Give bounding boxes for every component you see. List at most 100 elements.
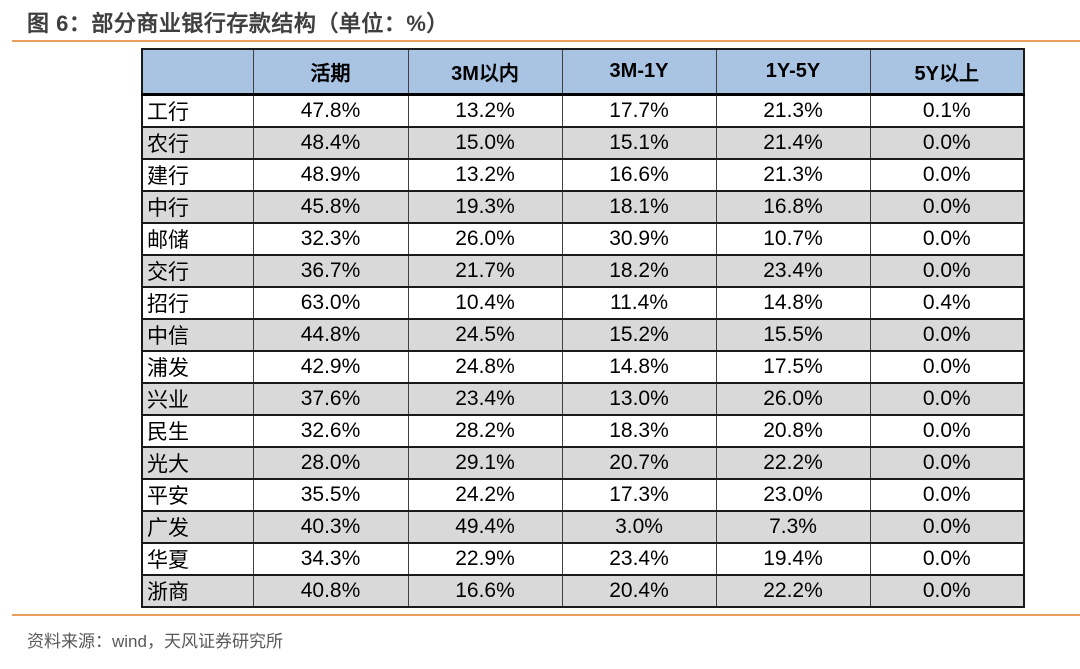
value-cell: 44.8% — [252, 317, 409, 352]
value-cell: 0.0% — [869, 317, 1025, 352]
value-cell: 17.7% — [561, 93, 717, 128]
value-cell: 21.3% — [715, 157, 871, 192]
value-cell: 20.7% — [561, 445, 717, 480]
value-cell: 16.6% — [561, 157, 717, 192]
value-cell: 0.0% — [869, 253, 1025, 288]
top-divider-line — [12, 40, 1080, 42]
value-cell: 21.3% — [715, 93, 871, 128]
value-cell: 18.3% — [561, 413, 717, 448]
value-cell: 35.5% — [252, 477, 409, 512]
value-cell: 0.0% — [869, 573, 1025, 608]
value-cell: 48.9% — [252, 157, 409, 192]
value-cell: 42.9% — [252, 349, 409, 384]
table-row: 浙商 40.8% 16.6% 20.4% 22.2% 0.0% — [141, 573, 1025, 608]
value-cell: 0.0% — [869, 221, 1025, 256]
table-row: 兴业 37.6% 23.4% 13.0% 26.0% 0.0% — [141, 381, 1025, 416]
value-cell: 15.0% — [407, 125, 563, 160]
value-cell: 0.0% — [869, 445, 1025, 480]
value-cell: 24.5% — [407, 317, 563, 352]
bank-label: 平安 — [141, 477, 254, 512]
value-cell: 0.0% — [869, 349, 1025, 384]
value-cell: 23.4% — [407, 381, 563, 416]
table-row: 工行 47.8% 13.2% 17.7% 21.3% 0.1% — [141, 93, 1025, 128]
value-cell: 18.1% — [561, 189, 717, 224]
figure-title: 图 6：部分商业银行存款结构（单位：%） — [27, 11, 449, 36]
value-cell: 26.0% — [407, 221, 563, 256]
value-cell: 0.0% — [869, 541, 1025, 576]
value-cell: 14.8% — [561, 349, 717, 384]
value-cell: 24.8% — [407, 349, 563, 384]
bank-label: 民生 — [141, 413, 254, 448]
bank-label: 光大 — [141, 445, 254, 480]
source-note: 资料来源：wind，天风证券研究所 — [27, 632, 283, 651]
value-cell: 18.2% — [561, 253, 717, 288]
value-cell: 20.8% — [715, 413, 871, 448]
value-cell: 34.3% — [252, 541, 409, 576]
value-cell: 24.2% — [407, 477, 563, 512]
value-cell: 0.4% — [869, 285, 1025, 320]
value-cell: 22.9% — [407, 541, 563, 576]
value-cell: 7.3% — [715, 509, 871, 544]
value-cell: 16.8% — [715, 189, 871, 224]
value-cell: 0.0% — [869, 157, 1025, 192]
table-row: 招行 63.0% 10.4% 11.4% 14.8% 0.4% — [141, 285, 1025, 320]
value-cell: 49.4% — [407, 509, 563, 544]
bank-label: 兴业 — [141, 381, 254, 416]
value-cell: 36.7% — [252, 253, 409, 288]
value-cell: 40.8% — [252, 573, 409, 608]
value-cell: 15.5% — [715, 317, 871, 352]
deposit-structure-table: 活期 3M以内 3M-1Y 1Y-5Y 5Y以上 工行 47.8% 13.2% 17.7% 21… — [141, 48, 1025, 608]
value-cell: 0.0% — [869, 413, 1025, 448]
value-cell: 14.8% — [715, 285, 871, 320]
value-cell: 22.2% — [715, 573, 871, 608]
value-cell: 45.8% — [252, 189, 409, 224]
value-cell: 17.5% — [715, 349, 871, 384]
value-cell: 0.1% — [869, 93, 1025, 128]
table-row: 农行 48.4% 15.0% 15.1% 21.4% 0.0% — [141, 125, 1025, 160]
corner-header-cell — [141, 48, 254, 96]
bank-label: 中行 — [141, 189, 254, 224]
value-cell: 15.1% — [561, 125, 717, 160]
column-header: 3M以内 — [407, 48, 563, 96]
column-header: 1Y-5Y — [715, 48, 871, 96]
table-row: 民生 32.6% 28.2% 18.3% 20.8% 0.0% — [141, 413, 1025, 448]
table-row: 浦发 42.9% 24.8% 14.8% 17.5% 0.0% — [141, 349, 1025, 384]
bank-label: 中信 — [141, 317, 254, 352]
value-cell: 0.0% — [869, 125, 1025, 160]
header-row: 活期 3M以内 3M-1Y 1Y-5Y 5Y以上 — [141, 48, 1025, 96]
value-cell: 16.6% — [407, 573, 563, 608]
value-cell: 13.2% — [407, 157, 563, 192]
value-cell: 32.6% — [252, 413, 409, 448]
bottom-divider-line — [12, 614, 1080, 616]
value-cell: 47.8% — [252, 93, 409, 128]
column-header: 5Y以上 — [869, 48, 1025, 96]
table-row: 平安 35.5% 24.2% 17.3% 23.0% 0.0% — [141, 477, 1025, 512]
value-cell: 19.4% — [715, 541, 871, 576]
value-cell: 15.2% — [561, 317, 717, 352]
value-cell: 48.4% — [252, 125, 409, 160]
value-cell: 3.0% — [561, 509, 717, 544]
table-row: 邮储 32.3% 26.0% 30.9% 10.7% 0.0% — [141, 221, 1025, 256]
value-cell: 20.4% — [561, 573, 717, 608]
value-cell: 32.3% — [252, 221, 409, 256]
value-cell: 0.0% — [869, 189, 1025, 224]
value-cell: 21.4% — [715, 125, 871, 160]
value-cell: 0.0% — [869, 381, 1025, 416]
value-cell: 28.2% — [407, 413, 563, 448]
table-row: 光大 28.0% 29.1% 20.7% 22.2% 0.0% — [141, 445, 1025, 480]
table-row: 中信 44.8% 24.5% 15.2% 15.5% 0.0% — [141, 317, 1025, 352]
value-cell: 22.2% — [715, 445, 871, 480]
value-cell: 23.4% — [561, 541, 717, 576]
bank-label: 交行 — [141, 253, 254, 288]
table-row: 交行 36.7% 21.7% 18.2% 23.4% 0.0% — [141, 253, 1025, 288]
bank-label: 工行 — [141, 93, 254, 128]
value-cell: 30.9% — [561, 221, 717, 256]
value-cell: 21.7% — [407, 253, 563, 288]
value-cell: 23.0% — [715, 477, 871, 512]
table-row: 中行 45.8% 19.3% 18.1% 16.8% 0.0% — [141, 189, 1025, 224]
bank-label: 浙商 — [141, 573, 254, 608]
bank-label: 邮储 — [141, 221, 254, 256]
bank-label: 广发 — [141, 509, 254, 544]
value-cell: 10.7% — [715, 221, 871, 256]
